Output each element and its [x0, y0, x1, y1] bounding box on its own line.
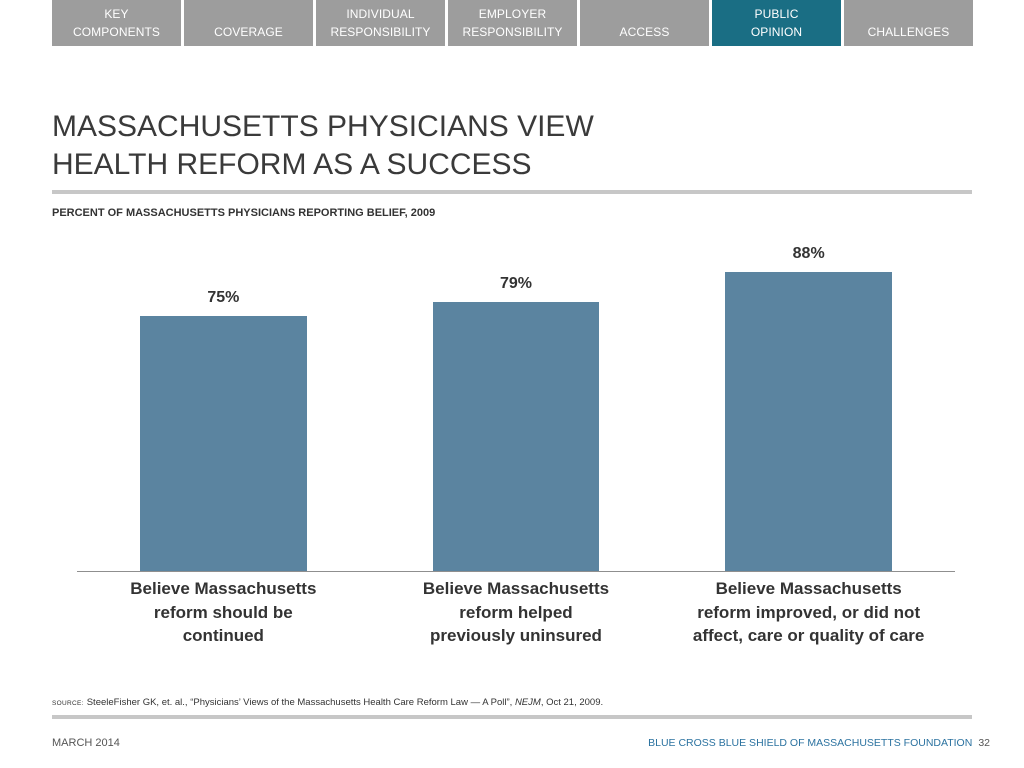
nav-tab-coverage[interactable]: COVERAGE: [184, 0, 313, 46]
title-divider: [52, 190, 972, 194]
nav-tab-individual-responsibility[interactable]: INDIVIDUAL RESPONSIBILITY: [316, 0, 445, 46]
bar-2: [432, 302, 600, 571]
source-label: SOURCE:: [52, 700, 84, 707]
chart-title: PERCENT OF MASSACHUSETTS PHYSICIANS REPO…: [52, 207, 436, 219]
footer-divider: [52, 715, 972, 719]
source-note: SOURCE: SteeleFisher GK, et. al., “Physic…: [52, 697, 603, 710]
plot-area: 75% Believe Massachusetts reform should b…: [77, 231, 955, 645]
nav-tab-employer-responsibility[interactable]: EMPLOYER RESPONSIBILITY: [448, 0, 577, 46]
page-number: 32: [978, 737, 990, 749]
category-label: Believe Massachusetts reform helped prev…: [422, 579, 610, 645]
nav-tab-label: PUBLIC OPINION: [750, 7, 803, 39]
nav-tab-public-opinion[interactable]: PUBLIC OPINION: [712, 0, 841, 46]
source-journal: NEJM: [514, 697, 541, 708]
source-citation: SteeleFisher GK, et. al., “Physicians’ V…: [86, 697, 515, 708]
nav-tab-access[interactable]: ACCESS: [580, 0, 709, 46]
slide-title: MASSACHUSETTS PHYSICIANS VIEW HEALTH REF…: [52, 110, 594, 181]
section-nav: KEY COMPONENTS COVERAGE INDIVIDUAL RESPO…: [52, 0, 973, 46]
nav-tab-label: ACCESS: [619, 25, 670, 39]
category-label: Believe Massachusetts reform should be c…: [130, 579, 317, 645]
nav-tab-label: KEY COMPONENTS: [72, 7, 160, 39]
bar-value-label: 88%: [792, 244, 825, 262]
nav-tab-label: CHALLENGES: [867, 25, 950, 39]
bar-1: [139, 316, 307, 571]
nav-tab-challenges[interactable]: CHALLENGES: [844, 0, 973, 46]
bar-value-label: 79%: [499, 275, 532, 293]
nav-tab-label: COVERAGE: [214, 25, 283, 39]
footer-credit: BLUE CROSS BLUE SHIELD OF MASSACHUSETTS …: [648, 736, 990, 750]
bar-3: [725, 271, 893, 571]
footer-organization: BLUE CROSS BLUE SHIELD OF MASSACHUSETTS …: [648, 737, 973, 749]
nav-tab-label: EMPLOYER RESPONSIBILITY: [462, 7, 563, 39]
x-axis-line: [77, 571, 955, 572]
nav-tab-key-components[interactable]: KEY COMPONENTS: [52, 0, 181, 46]
nav-tab-label: INDIVIDUAL RESPONSIBILITY: [330, 7, 431, 39]
bar-value-label: 75%: [207, 289, 240, 306]
footer-date: MARCH 2014: [52, 737, 120, 749]
category-label: Believe Massachusetts reform improved, o…: [692, 579, 925, 645]
source-date: , Oct 21, 2009.: [540, 697, 604, 708]
